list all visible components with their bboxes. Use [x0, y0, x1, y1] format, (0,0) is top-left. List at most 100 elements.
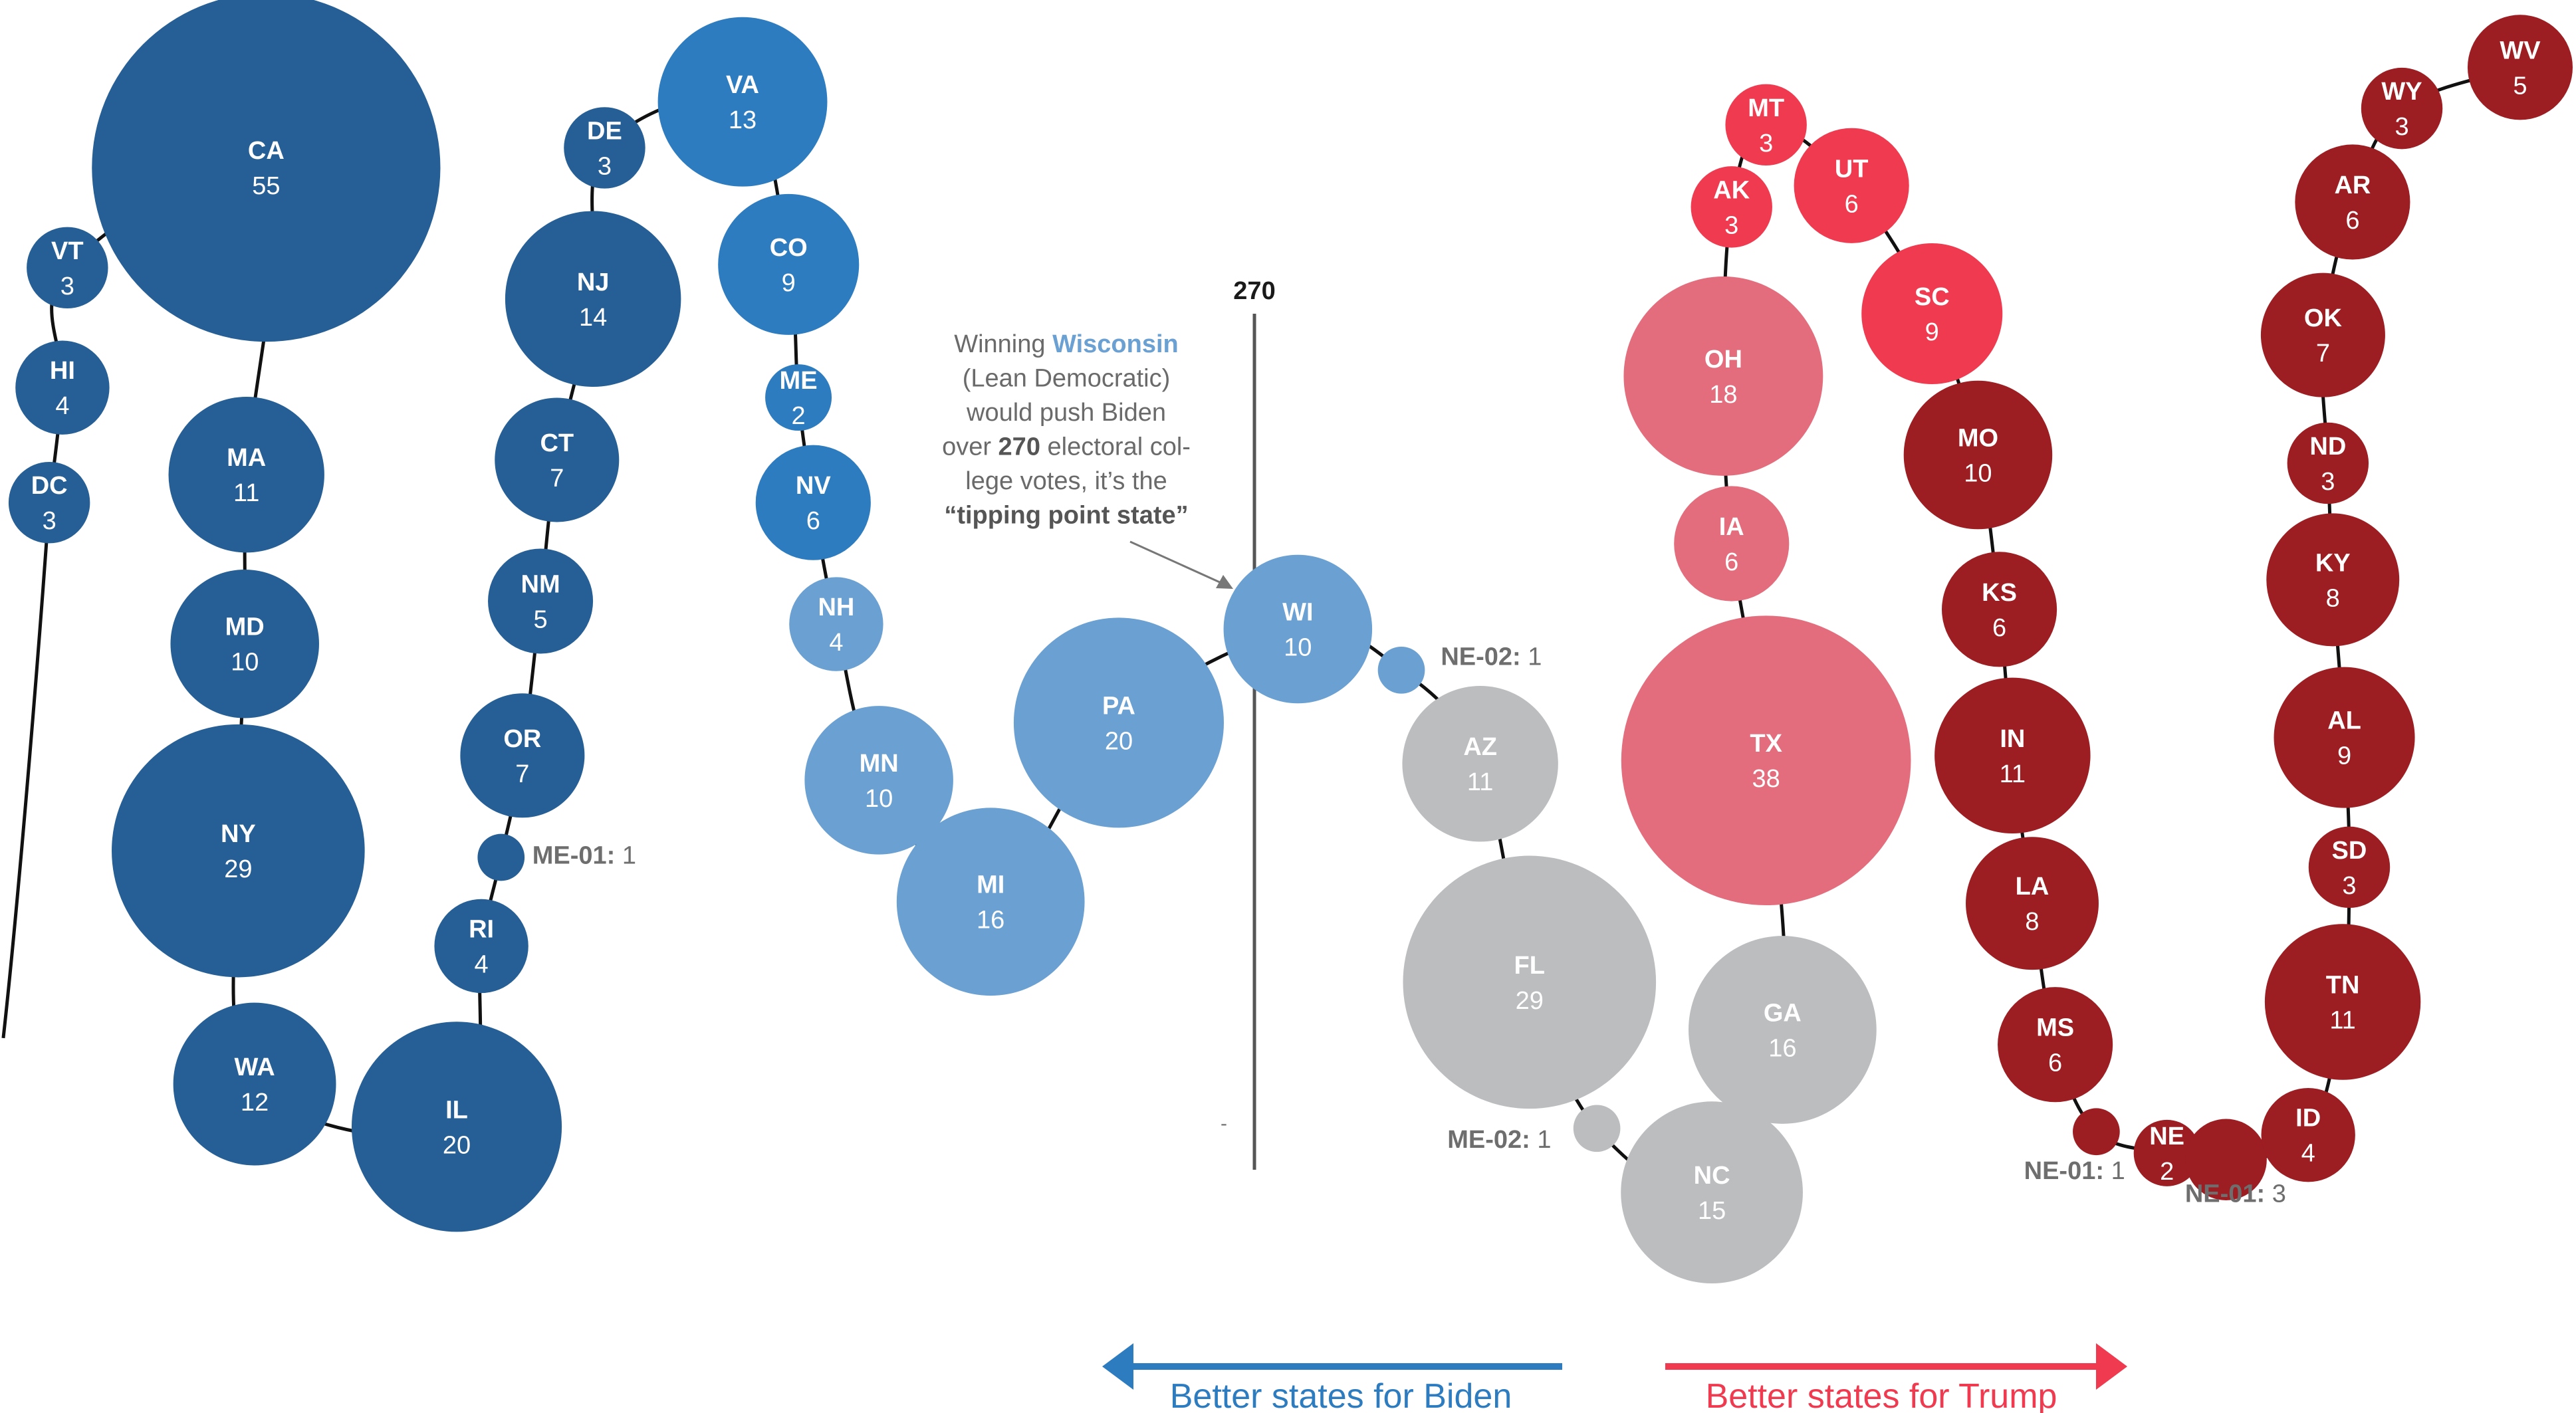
bubble-sc — [1861, 243, 2003, 385]
label-nv: NV — [796, 472, 831, 500]
state-al-49: AL 9 — [2274, 667, 2415, 808]
state-il-8: IL 20 — [351, 1022, 562, 1232]
label-id: ID — [2295, 1105, 2321, 1133]
bubble-hi — [15, 340, 110, 435]
label-hi: HI — [50, 357, 75, 385]
label-ri: RI — [469, 915, 494, 943]
label-ks: KS — [1982, 579, 2017, 607]
trump-arrow-head — [2096, 1343, 2127, 1390]
bubble-tn — [2264, 924, 2421, 1080]
bubble-nd — [2287, 422, 2369, 504]
votes-dc: 3 — [43, 507, 57, 535]
bubble-wi — [1223, 554, 1373, 704]
state-me-01-10: ME-01: 1 — [477, 833, 636, 881]
state-de-15: DE 3 — [564, 107, 645, 189]
votes-la: 8 — [2025, 908, 2039, 936]
votes-fl: 29 — [1516, 987, 1544, 1015]
bubble-ks — [1942, 552, 2057, 667]
votes-vt: 3 — [60, 272, 74, 300]
threshold-label: 270 — [1233, 277, 1275, 305]
label-va: VA — [726, 71, 759, 99]
label-md: MD — [225, 613, 265, 641]
label-ak: AK — [1713, 176, 1750, 204]
bubble-me — [765, 364, 832, 431]
votes-nd: 3 — [2321, 468, 2335, 496]
bubble-mn — [804, 706, 953, 855]
bubble-mo — [1903, 380, 2053, 530]
state-ne-02-25: NE-02: 1 — [1377, 643, 1542, 694]
label-wy: WY — [2381, 78, 2422, 106]
label-ut: UT — [1835, 155, 1869, 183]
state-sd-48: SD 3 — [2308, 826, 2391, 909]
label-de: DE — [587, 117, 622, 145]
annotation-arrowhead — [1216, 575, 1233, 589]
votes-or: 7 — [515, 760, 529, 788]
legend: Better states for Biden Better states fo… — [1102, 1343, 2127, 1413]
votes-ri: 4 — [475, 950, 489, 978]
bubble-ar — [2295, 144, 2410, 260]
bubble-ne — [2133, 1119, 2200, 1186]
votes-mn: 10 — [865, 785, 893, 813]
bubble-ca — [92, 0, 441, 342]
bubble-pa — [1013, 617, 1224, 828]
state-mn-21: MN 10 — [804, 706, 953, 855]
bubble-wv — [2467, 15, 2573, 120]
votes-nc: 15 — [1698, 1197, 1726, 1225]
bubble-ri — [434, 899, 528, 994]
annotation-line-1: Winning Wisconsin — [954, 330, 1179, 358]
votes-md: 10 — [231, 649, 259, 677]
label-pa: PA — [1102, 692, 1135, 720]
bubble-fl — [1403, 855, 1657, 1109]
label-ia: IA — [1719, 513, 1744, 541]
state-hi-1: HI 4 — [15, 340, 110, 435]
state-ri-9: RI 4 — [434, 899, 528, 994]
bubble-wa — [173, 1002, 336, 1166]
votes-va: 13 — [729, 106, 757, 134]
bubble-ut — [1794, 128, 1909, 243]
annotation-line-6: “tipping point state” — [944, 502, 1188, 530]
state-az-26: AZ 11 — [1402, 685, 1558, 842]
bubble-nj — [505, 211, 681, 387]
bubble-ok — [2260, 272, 2385, 397]
bubble-nm — [488, 548, 594, 654]
votes-ma: 11 — [233, 479, 259, 507]
trump-arrow-shaft — [1665, 1363, 2111, 1370]
state-ne-01-45: NE-01: 3 — [2185, 1119, 2286, 1208]
state-ks-39: KS 6 — [1942, 552, 2057, 667]
label-me-01: ME-01: 1 — [532, 842, 636, 870]
biden-arrow-head — [1102, 1343, 1133, 1390]
votes-id: 4 — [2301, 1140, 2315, 1168]
votes-wv: 5 — [2513, 72, 2527, 100]
votes-ia: 6 — [1724, 548, 1738, 576]
bubble-sd — [2308, 826, 2391, 909]
state-co-17: CO 9 — [718, 193, 860, 335]
state-dc-0: DC 3 — [8, 462, 90, 544]
bubble-az — [1402, 685, 1558, 842]
bubble-de — [564, 107, 645, 189]
votes-al: 9 — [2337, 742, 2351, 770]
bubble-il — [351, 1022, 562, 1232]
bubble-ne-02 — [1377, 646, 1425, 694]
bubble-ma — [168, 396, 324, 553]
bubble-id — [2261, 1087, 2355, 1182]
state-me-02-28: ME-02: 1 — [1447, 1105, 1621, 1154]
state-in-40: IN 11 — [1934, 677, 2091, 834]
state-va-16: VA 13 — [657, 17, 828, 187]
state-ne-01-43: NE-01: 1 — [2024, 1108, 2125, 1185]
votes-oh: 18 — [1709, 381, 1737, 409]
votes-ut: 6 — [1845, 190, 1859, 218]
votes-pa: 20 — [1105, 727, 1133, 755]
label-ky: KY — [2315, 549, 2351, 577]
label-mo: MO — [1958, 425, 1998, 453]
state-oh-33: OH 18 — [1623, 276, 1823, 476]
state-la-41: LA 8 — [1966, 837, 2099, 970]
state-ut-36: UT 6 — [1794, 128, 1909, 243]
bubble-or — [460, 693, 585, 818]
bubble-me-02 — [1573, 1105, 1621, 1152]
bubble-ak — [1691, 166, 1772, 248]
state-ms-42: MS 6 — [1998, 987, 2113, 1103]
tipping-point-annotation: Winning Wisconsin (Lean Democratic) would … — [942, 330, 1233, 589]
bubble-al — [2274, 667, 2415, 808]
state-nv-19: NV 6 — [755, 445, 871, 560]
